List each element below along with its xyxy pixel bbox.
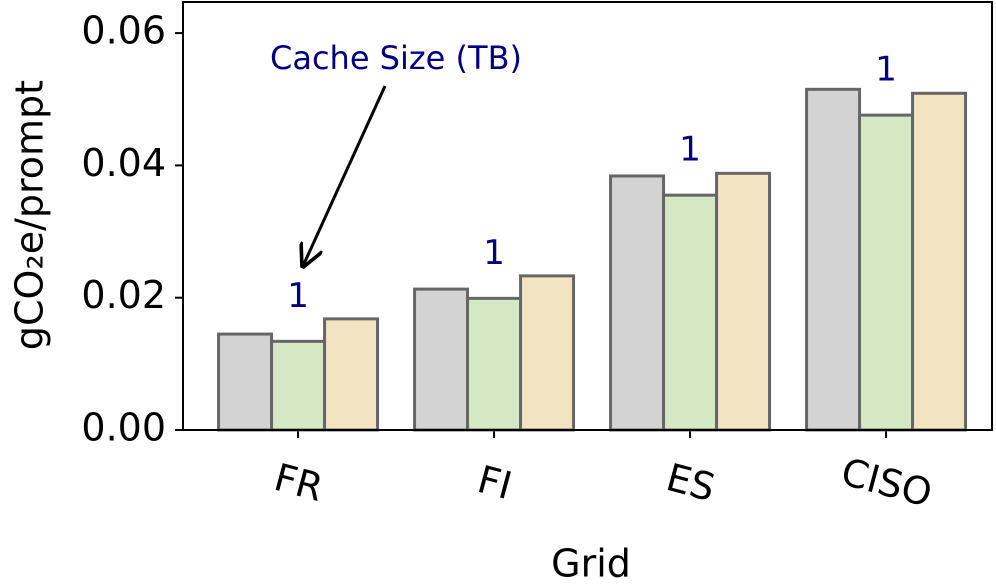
bar-label: 1 bbox=[287, 276, 309, 316]
x-axis-label: Grid bbox=[551, 542, 631, 586]
y-tick-label: 0.04 bbox=[81, 141, 166, 185]
y-tick-label: 0.06 bbox=[81, 9, 166, 53]
x-tick-label: FR bbox=[270, 455, 328, 510]
y-tick-label: 0.00 bbox=[81, 406, 166, 450]
annotation: Cache Size (TB) bbox=[270, 39, 522, 77]
plot-frame bbox=[182, 1, 993, 431]
bar bbox=[413, 287, 470, 432]
bar bbox=[466, 296, 523, 432]
y-axis-label: gCO₂e/prompt bbox=[8, 80, 52, 350]
bar bbox=[323, 317, 380, 432]
bar-label: 1 bbox=[875, 50, 897, 90]
y-tick-label: 0.02 bbox=[81, 273, 166, 317]
bar bbox=[519, 274, 576, 432]
bar bbox=[609, 174, 666, 432]
x-tick-label: ES bbox=[662, 455, 720, 510]
bar bbox=[715, 171, 772, 432]
bar bbox=[662, 193, 719, 432]
bar bbox=[911, 91, 968, 432]
x-tick-label: FI bbox=[473, 457, 516, 508]
bar bbox=[858, 113, 915, 432]
bar bbox=[217, 332, 274, 432]
x-tick-label: CISO bbox=[837, 449, 937, 515]
bar-label: 1 bbox=[483, 233, 505, 273]
annotation-arrow bbox=[303, 85, 387, 266]
bar-label: 1 bbox=[679, 130, 701, 170]
bar bbox=[805, 87, 862, 432]
bar bbox=[270, 339, 327, 432]
